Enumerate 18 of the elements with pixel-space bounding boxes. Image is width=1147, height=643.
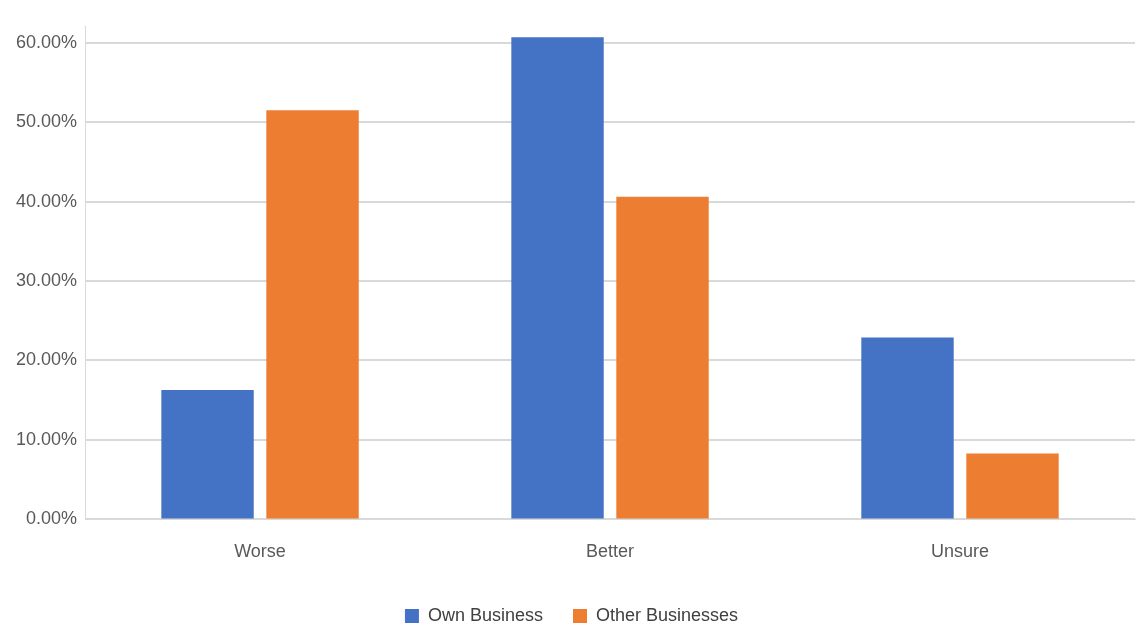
x-tick-label: Unsure xyxy=(930,541,990,562)
bar xyxy=(511,37,604,519)
x-tick-label: Worse xyxy=(234,541,286,562)
y-tick-label: 30.00% xyxy=(15,270,78,291)
y-tick-label: 20.00% xyxy=(15,349,78,370)
legend-label: Other Businesses xyxy=(595,604,739,625)
x-tick-label: Better xyxy=(586,541,635,562)
bar xyxy=(616,196,709,519)
y-tick-label: 0.00% xyxy=(26,508,78,529)
y-tick-label: 60.00% xyxy=(15,31,78,52)
bar xyxy=(266,110,359,519)
bar xyxy=(861,337,954,519)
y-tick-label: 10.00% xyxy=(15,428,78,449)
bar xyxy=(966,453,1059,519)
bar xyxy=(161,389,254,519)
legend-label: Own Business xyxy=(427,604,543,625)
y-tick-label: 40.00% xyxy=(15,190,78,211)
y-tick-label: 50.00% xyxy=(15,111,78,132)
